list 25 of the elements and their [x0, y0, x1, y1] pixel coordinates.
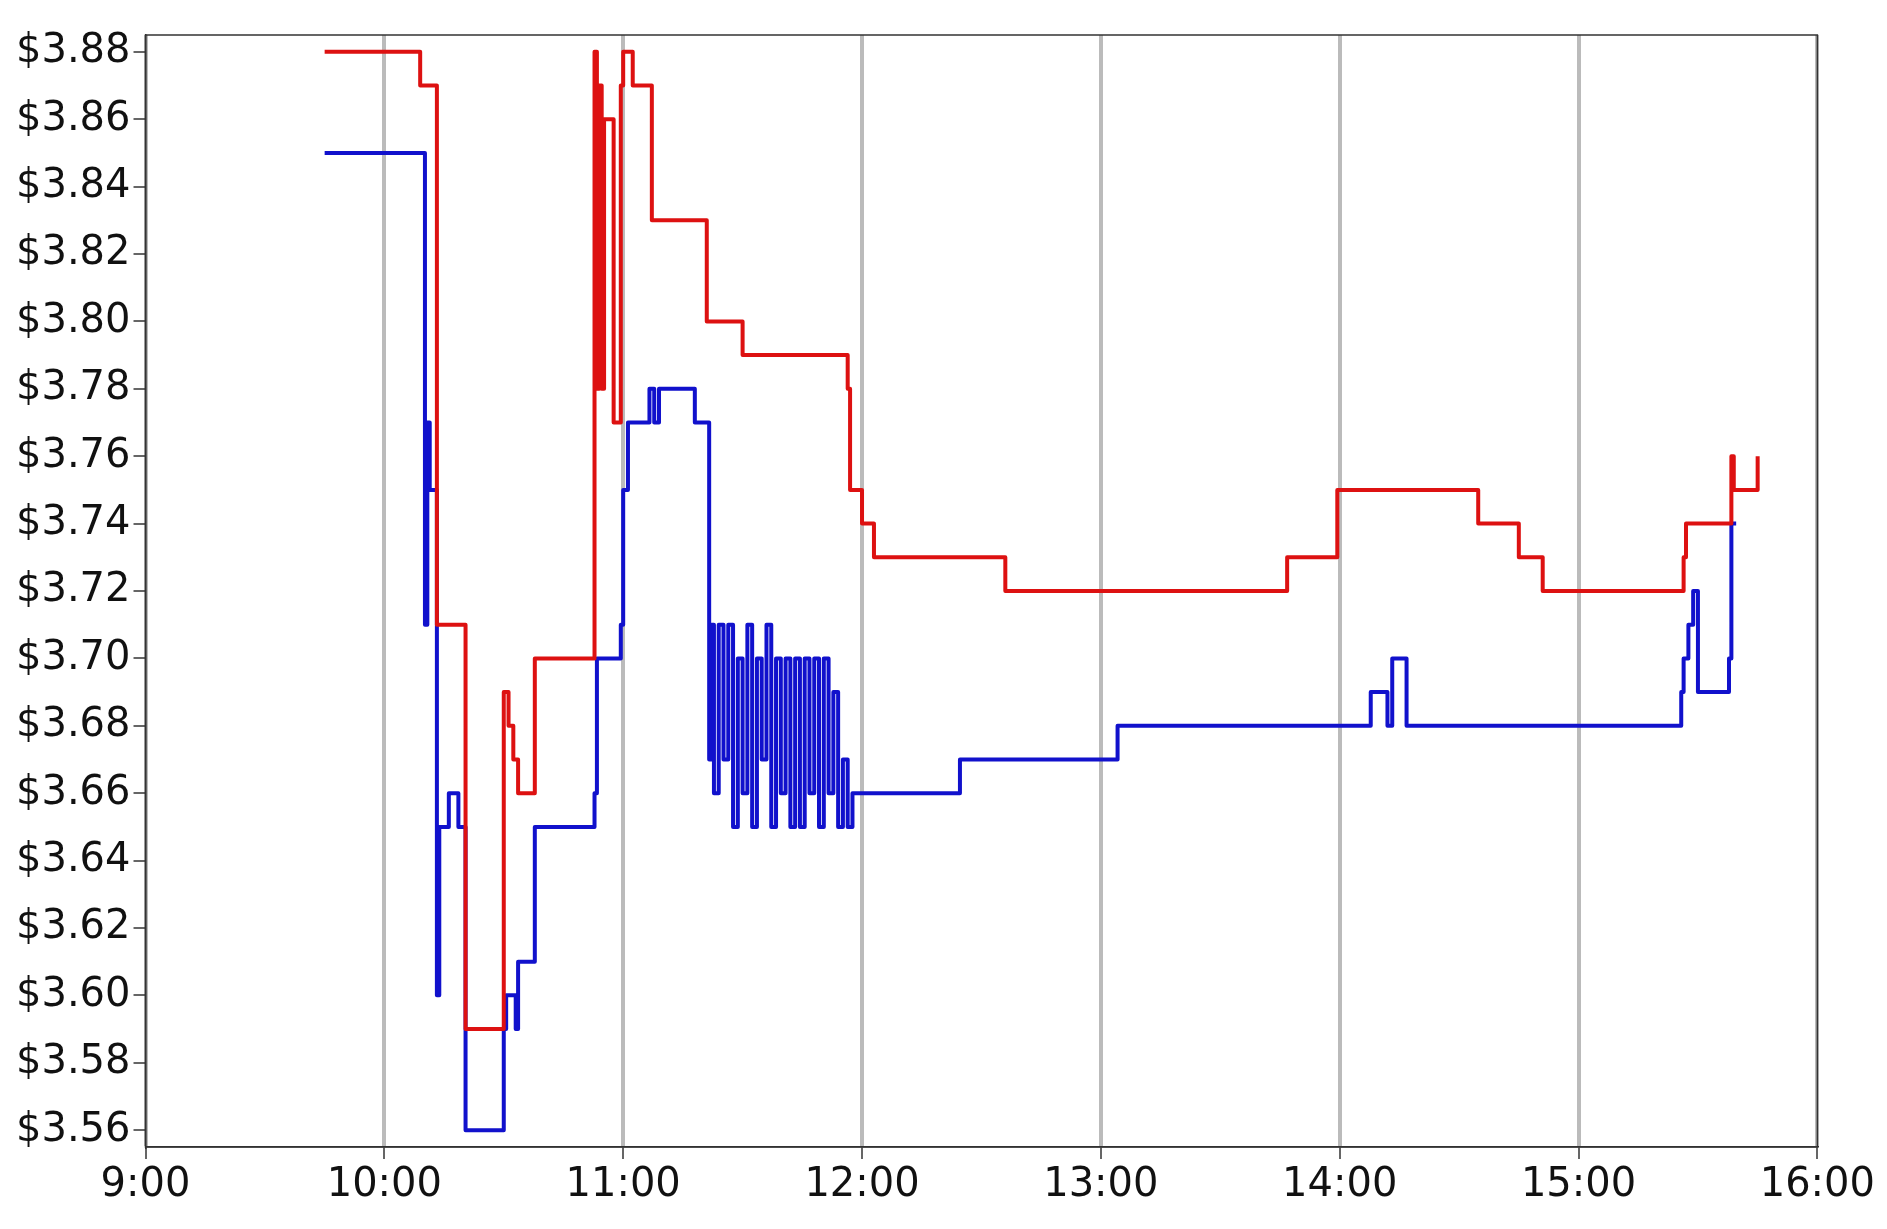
y-tick-label: $3.82: [16, 227, 131, 274]
y-tick-label: $3.88: [16, 25, 131, 72]
y-tick-label: $3.68: [16, 699, 131, 746]
x-tick-label: 9:00: [100, 1159, 191, 1206]
y-tick-label: $3.72: [16, 564, 131, 611]
x-tick-label: 11:00: [565, 1159, 681, 1206]
y-tick-label: $3.76: [16, 429, 131, 476]
y-tick-label: $3.66: [16, 766, 131, 813]
y-tick-label: $3.64: [16, 833, 131, 880]
y-tick-label: $3.58: [16, 1036, 131, 1083]
x-tick-label: 13:00: [1043, 1159, 1159, 1206]
y-tick-label: $3.70: [16, 631, 131, 678]
y-tick-label: $3.78: [16, 362, 131, 409]
y-tick-label: $3.60: [16, 968, 131, 1015]
x-tick-label: 12:00: [804, 1159, 920, 1206]
y-tick-label: $3.80: [16, 294, 131, 341]
y-tick-label: $3.74: [16, 497, 131, 543]
y-tick-label: $3.62: [16, 901, 131, 948]
y-tick-label: $3.84: [16, 160, 131, 207]
x-tick-label: 14:00: [1282, 1159, 1398, 1206]
x-tick-label: 10:00: [326, 1159, 442, 1206]
x-tick-label: 15:00: [1520, 1159, 1637, 1206]
x-tick-label: 16:00: [1759, 1159, 1875, 1206]
y-tick-label: $3.56: [16, 1103, 131, 1150]
y-tick-label: $3.86: [16, 92, 131, 139]
